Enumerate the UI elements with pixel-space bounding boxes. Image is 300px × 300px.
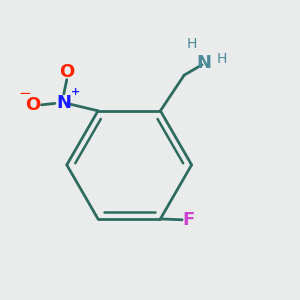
Text: N: N (56, 94, 71, 112)
Text: F: F (182, 211, 195, 229)
Text: O: O (59, 63, 74, 81)
Text: O: O (25, 96, 40, 114)
Text: H: H (186, 37, 197, 51)
Text: −: − (19, 86, 31, 101)
Text: H: H (216, 52, 226, 66)
Text: +: + (71, 87, 80, 98)
Text: N: N (196, 54, 211, 72)
